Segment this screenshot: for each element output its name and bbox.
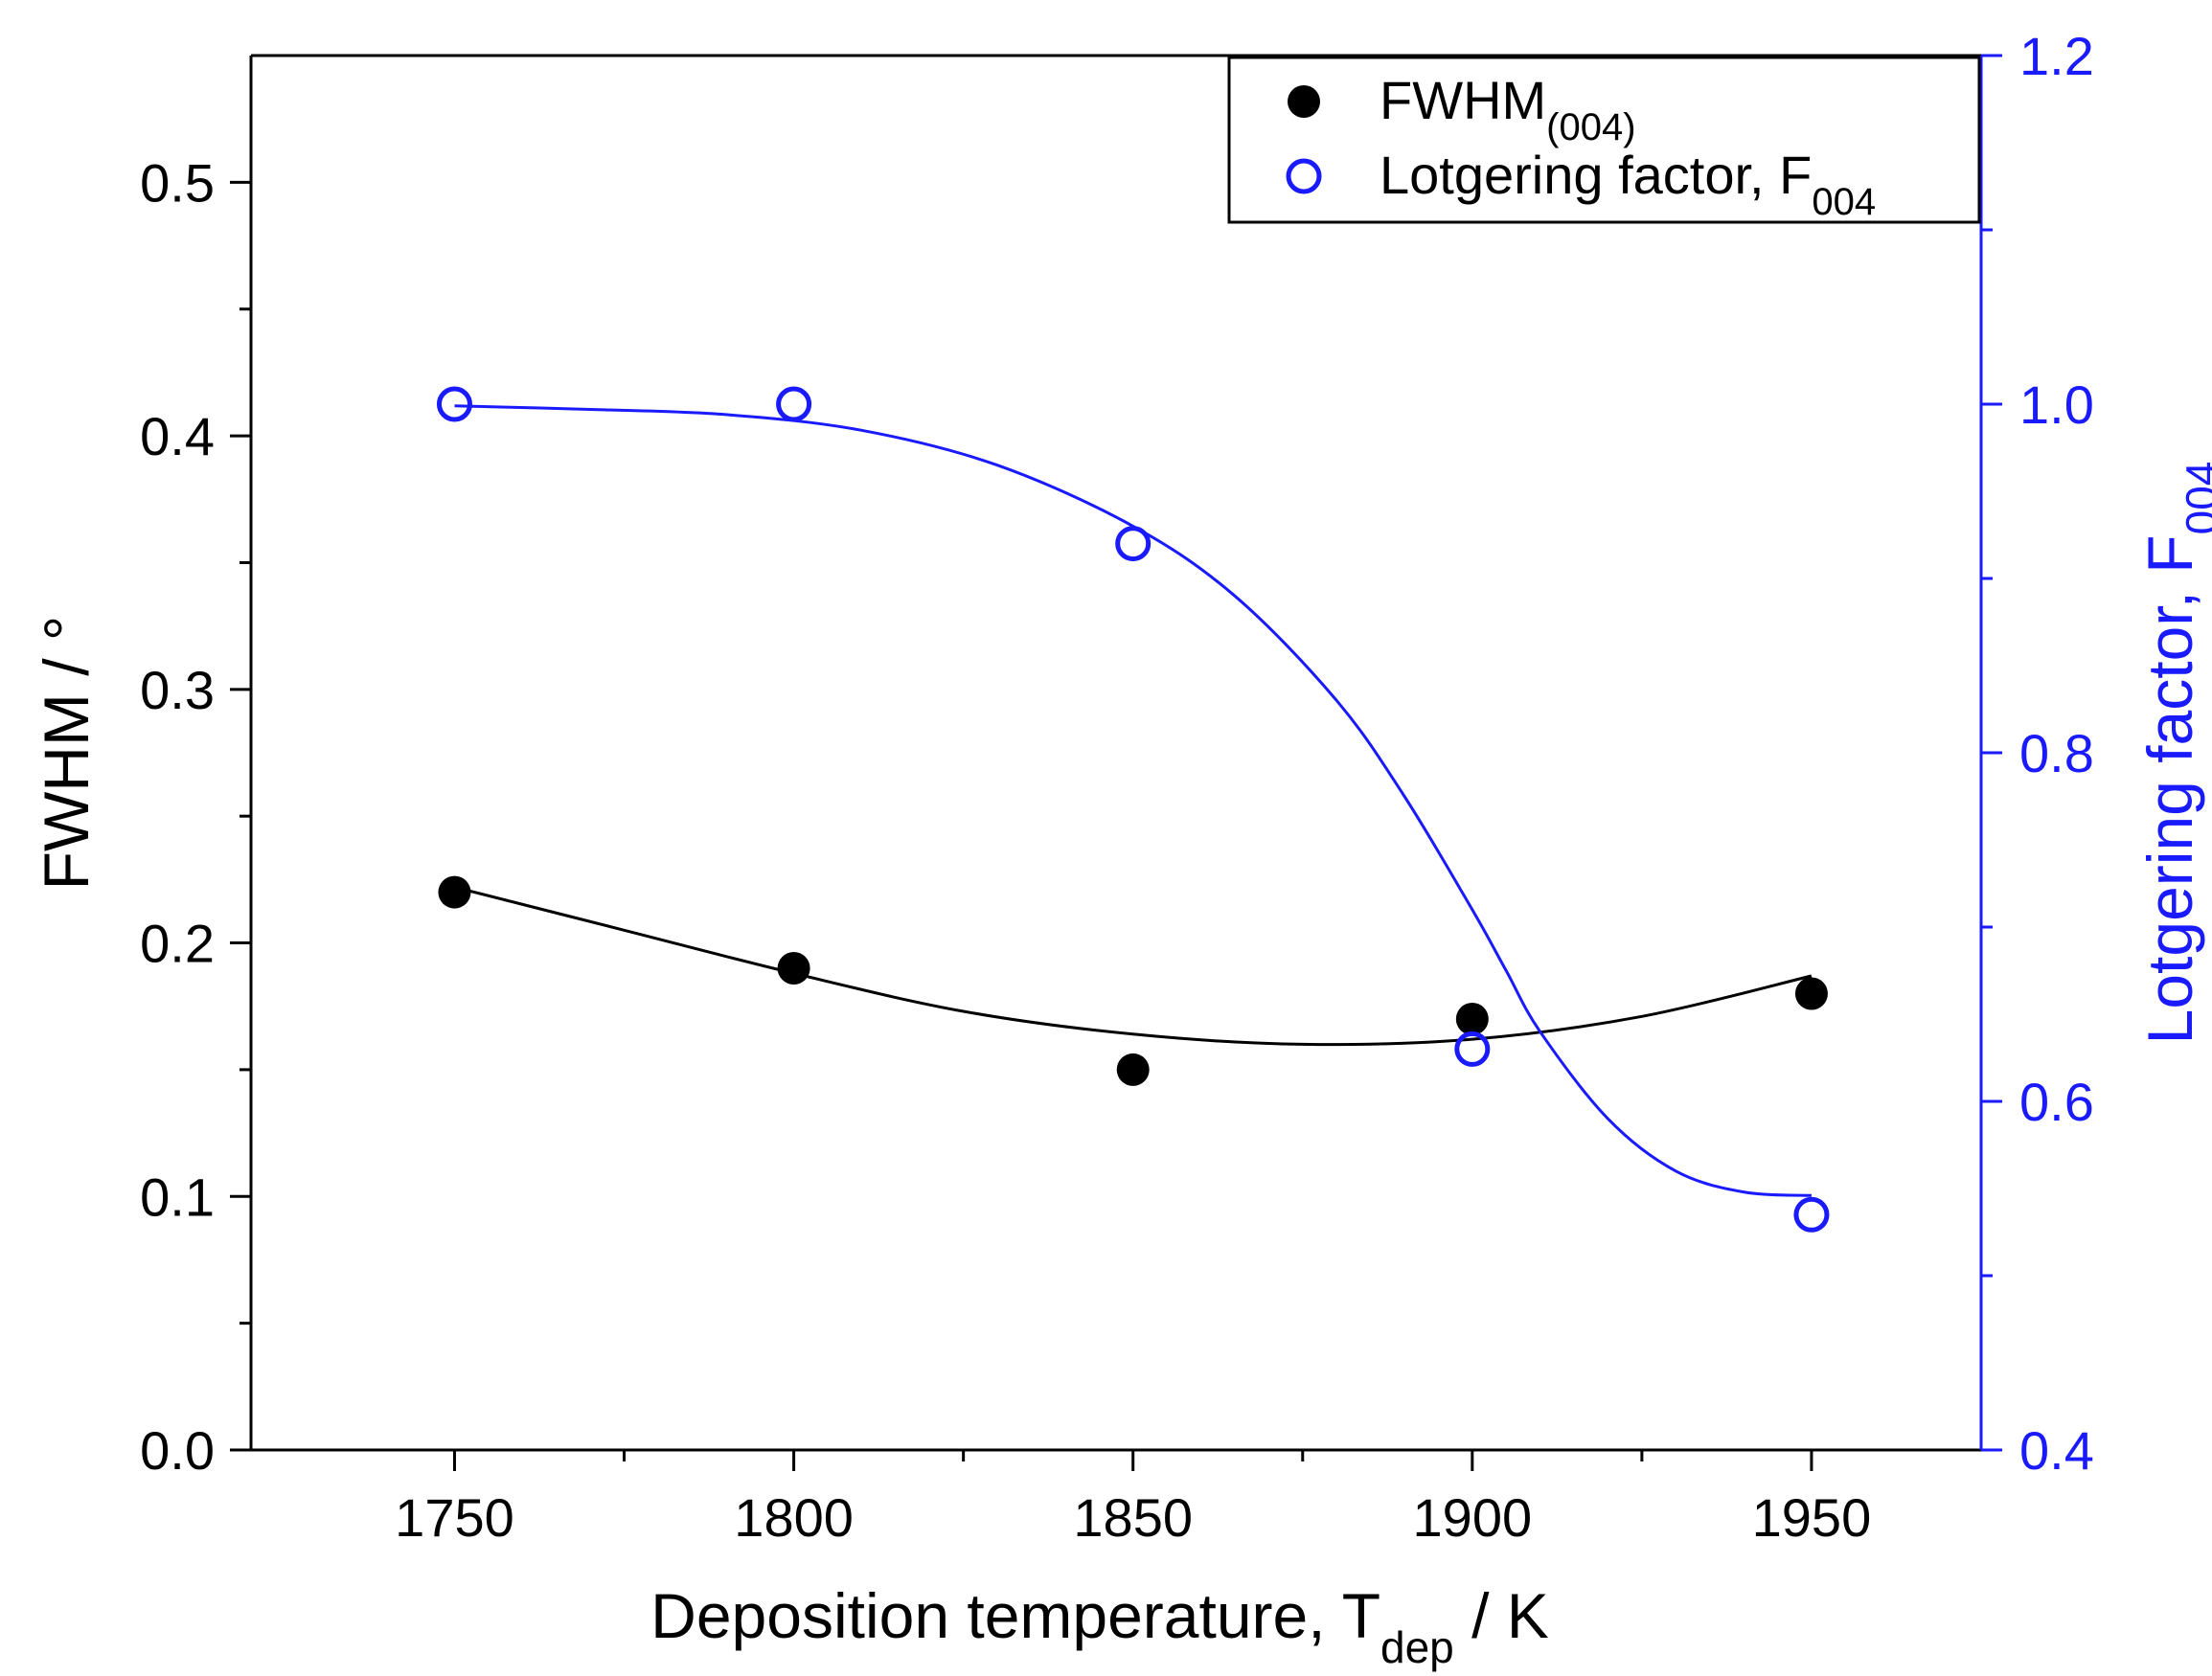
lotgering-point-1800 xyxy=(776,386,812,422)
left-tick-label: 0.4 xyxy=(140,406,215,466)
right-axis-title: Lotgering factor, F004 xyxy=(2134,462,2212,1045)
lotgering-fit-curve xyxy=(454,404,1812,1197)
x-tick-label-1950: 1950 xyxy=(1752,1487,1872,1548)
legend-box xyxy=(1227,56,1981,224)
fwhm-point-1750 xyxy=(438,875,471,909)
legend: FWHM(004) Lotgering factor, F004 xyxy=(1227,56,1981,224)
x-tick-label-1900: 1900 xyxy=(1413,1487,1533,1548)
x-tick-label-1850: 1850 xyxy=(1073,1487,1193,1548)
left-tick-label: 0.1 xyxy=(140,1166,215,1227)
fwhm-point-1950 xyxy=(1794,977,1828,1010)
right-tick-label: 0.8 xyxy=(2019,723,2094,783)
lotgering-point-1750 xyxy=(436,386,472,422)
lotgering-point-1950 xyxy=(1793,1196,1830,1233)
right-tick-label: 0.6 xyxy=(2019,1072,2094,1132)
fwhm-point-1850 xyxy=(1116,1053,1150,1086)
legend-label-lotgering: Lotgering factor, F004 xyxy=(1380,145,1876,223)
fwhm-point-1900 xyxy=(1455,1002,1489,1035)
x-tick-label-1800: 1800 xyxy=(734,1487,854,1548)
fwhm-point-1800 xyxy=(777,952,810,985)
legend-label-fwhm: FWHM(004) xyxy=(1380,70,1636,148)
right-tick-label: 0.4 xyxy=(2019,1420,2094,1481)
left-tick-label: 0.3 xyxy=(140,660,215,720)
fwhm-fit-curve xyxy=(454,885,1813,1047)
left-tick-label: 0.2 xyxy=(140,914,215,974)
left-axis-title: FWHM / ° xyxy=(31,616,102,891)
lotgering-point-1850 xyxy=(1115,526,1152,562)
x-axis-title: Deposition temperature, Tdep / K xyxy=(650,1580,1549,1672)
left-tick-label: 0.5 xyxy=(140,152,215,213)
legend-marker-lotgering xyxy=(1286,158,1322,194)
right-tick-label: 1.2 xyxy=(2019,26,2094,86)
lotgering-point-1900 xyxy=(1454,1031,1491,1067)
left-tick-label: 0.0 xyxy=(140,1420,215,1481)
x-tick-label-1750: 1750 xyxy=(395,1487,514,1548)
legend-marker-fwhm xyxy=(1288,85,1320,118)
right-tick-label: 1.0 xyxy=(2019,374,2094,435)
